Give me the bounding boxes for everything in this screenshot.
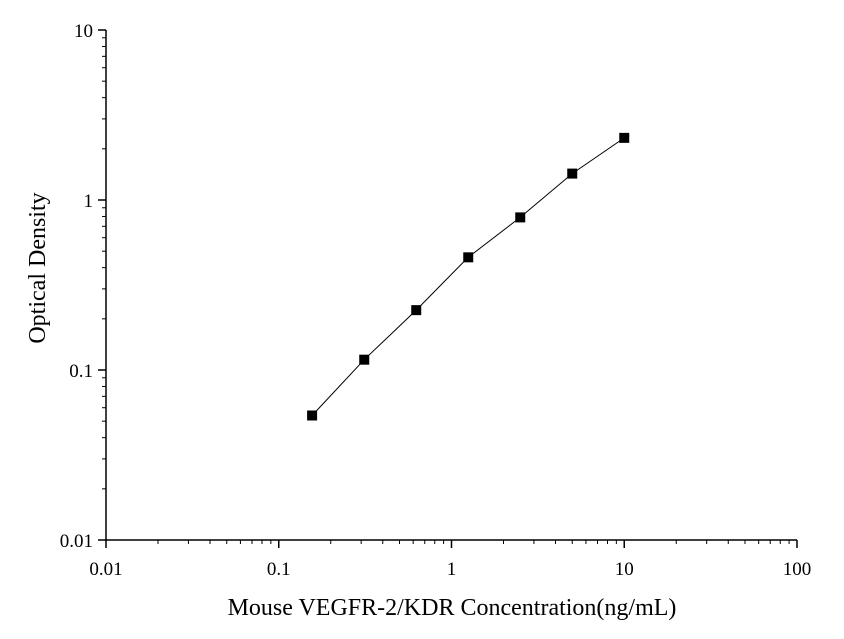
series-line [311,137,625,416]
x-ticks: 0.01 0.1 1 10 100 [89,540,811,580]
x-tick-label: 10 [615,559,634,580]
x-tick-label: 1 [447,559,457,580]
data-point [359,354,370,365]
data-point [463,252,474,263]
x-tick-label: 0.1 [267,559,291,580]
data-point [515,212,526,223]
axes [105,30,797,541]
y-tick-label: 0.01 [60,531,93,552]
y-tick-label: 10 [74,21,93,42]
data-point [567,168,578,179]
y-tick-label: 1 [84,191,94,212]
y-tick-label: 0.1 [69,361,93,382]
x-tick-label: 100 [783,559,812,580]
x-axis-label: Mouse VEGFR-2/KDR Concentration(ng/mL) [228,595,677,621]
data-point [411,305,422,316]
y-ticks: 0.01 0.1 1 10 [60,21,106,552]
data-point [307,410,318,421]
x-tick-label: 0.01 [89,559,122,580]
data-point [619,132,630,143]
series-layer [307,132,630,421]
y-axis-label: Optical Density [25,192,51,343]
